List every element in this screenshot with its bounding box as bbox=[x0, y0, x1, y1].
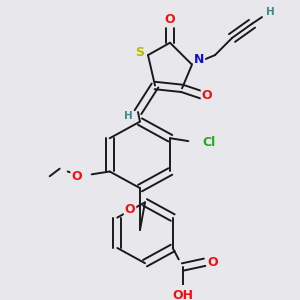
Text: O: O bbox=[207, 256, 218, 269]
Text: H: H bbox=[266, 8, 274, 17]
Text: S: S bbox=[136, 46, 145, 59]
Text: O: O bbox=[165, 14, 175, 26]
Text: N: N bbox=[194, 53, 204, 66]
Text: H: H bbox=[124, 111, 132, 121]
Text: Cl: Cl bbox=[203, 136, 216, 149]
Text: OH: OH bbox=[172, 289, 193, 300]
Text: O: O bbox=[71, 170, 82, 183]
Text: O: O bbox=[202, 88, 212, 101]
Text: O: O bbox=[125, 202, 135, 215]
